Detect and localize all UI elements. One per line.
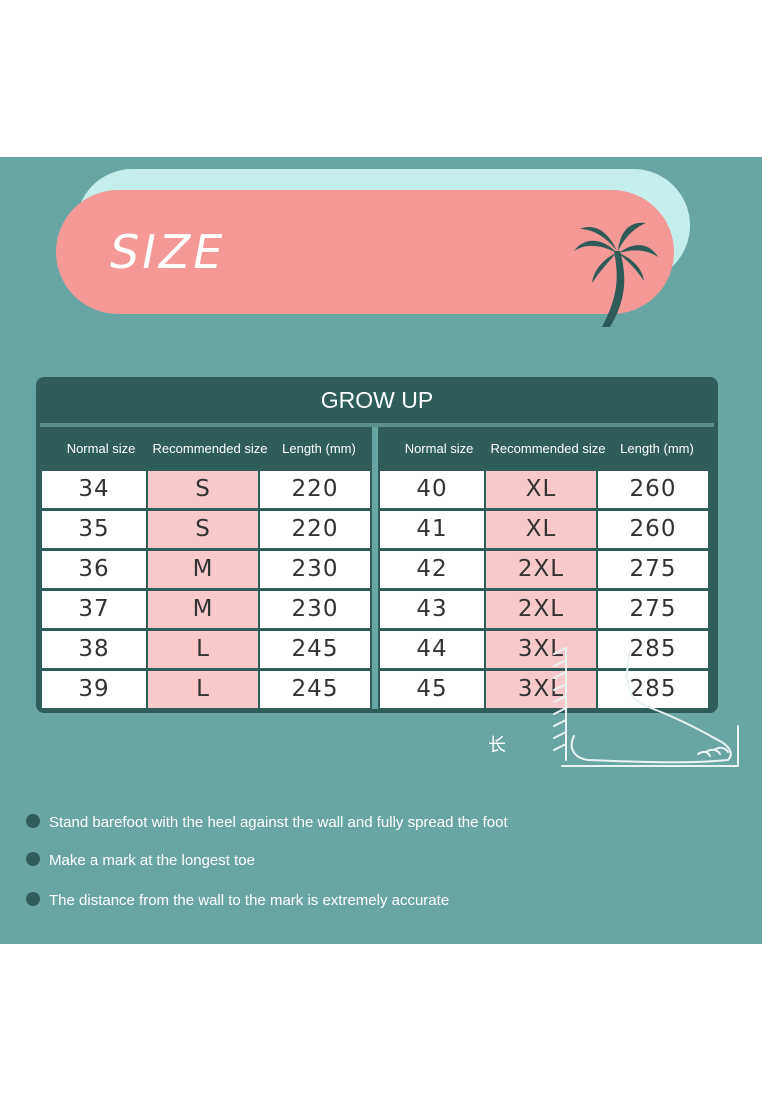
- banner: [56, 190, 674, 314]
- cell-recommended-size: L: [148, 631, 258, 668]
- cell-recommended-size: XL: [486, 471, 596, 508]
- cell-normal-size: 40: [380, 471, 484, 508]
- cell-recommended-size: XL: [486, 511, 596, 548]
- cell-length: 285: [598, 671, 708, 708]
- cell-normal-size: 37: [42, 591, 146, 628]
- cell-normal-size: 44: [380, 631, 484, 668]
- cell-recommended-size: L: [148, 671, 258, 708]
- instruction-item: The distance from the wall to the mark i…: [26, 891, 449, 911]
- cell-normal-size: 35: [42, 511, 146, 548]
- header-recommended-size: Recommended size: [490, 441, 606, 456]
- cell-length: 260: [598, 511, 708, 548]
- cell-normal-size: 42: [380, 551, 484, 588]
- palm-tree-icon: [574, 222, 658, 327]
- cell-length: 275: [598, 551, 708, 588]
- bullet-dot-icon: [26, 852, 40, 866]
- instruction-text: Make a mark at the longest toe: [49, 852, 255, 869]
- instruction-item: Stand barefoot with the heel against the…: [26, 813, 508, 833]
- foot-measure-illustration: [553, 647, 739, 767]
- table-divider: [372, 427, 378, 709]
- cell-length: 245: [260, 631, 370, 668]
- cell-normal-size: 38: [42, 631, 146, 668]
- divider: [40, 423, 714, 427]
- instruction-text: Stand barefoot with the heel against the…: [49, 814, 508, 831]
- cell-normal-size: 34: [42, 471, 146, 508]
- cell-recommended-size: 2XL: [486, 591, 596, 628]
- cell-length: 220: [260, 471, 370, 508]
- cell-length: 245: [260, 671, 370, 708]
- size-chart-panel: SIZE GROW UP Normal size Recommended siz…: [0, 157, 762, 944]
- size-table: GROW UP Normal size Recommended size Len…: [36, 377, 718, 713]
- table-title: GROW UP: [320, 387, 434, 413]
- header-length: Length (mm): [620, 441, 694, 456]
- banner-title: SIZE: [110, 225, 226, 279]
- cell-normal-size: 41: [380, 511, 484, 548]
- cell-length: 285: [598, 631, 708, 668]
- header-normal-size: Normal size: [66, 441, 136, 456]
- cell-recommended-size: 3XL: [486, 671, 596, 708]
- cell-recommended-size: M: [148, 551, 258, 588]
- cell-normal-size: 36: [42, 551, 146, 588]
- cell-normal-size: 45: [380, 671, 484, 708]
- instruction-text: The distance from the wall to the mark i…: [49, 892, 450, 909]
- header-recommended-size: Recommended size: [152, 441, 268, 456]
- size-table-left: Normal size Recommended size Length (mm)…: [40, 427, 372, 709]
- cell-length: 260: [598, 471, 708, 508]
- header-length: Length (mm): [282, 441, 356, 456]
- cell-normal-size: 43: [380, 591, 484, 628]
- cell-recommended-size: S: [148, 471, 258, 508]
- cell-length: 230: [260, 551, 370, 588]
- cell-length: 275: [598, 591, 708, 628]
- cell-recommended-size: 3XL: [486, 631, 596, 668]
- instruction-item: Make a mark at the longest toe: [26, 851, 255, 871]
- size-table-right: Normal size Recommended size Length (mm)…: [378, 427, 710, 709]
- length-mark: 长: [488, 735, 506, 756]
- cell-recommended-size: S: [148, 511, 258, 548]
- bullet-dot-icon: [26, 814, 40, 828]
- cell-length: 220: [260, 511, 370, 548]
- cell-recommended-size: 2XL: [486, 551, 596, 588]
- cell-recommended-size: M: [148, 591, 258, 628]
- cell-normal-size: 39: [42, 671, 146, 708]
- header-normal-size: Normal size: [404, 441, 474, 456]
- cell-length: 230: [260, 591, 370, 628]
- bullet-dot-icon: [26, 892, 40, 906]
